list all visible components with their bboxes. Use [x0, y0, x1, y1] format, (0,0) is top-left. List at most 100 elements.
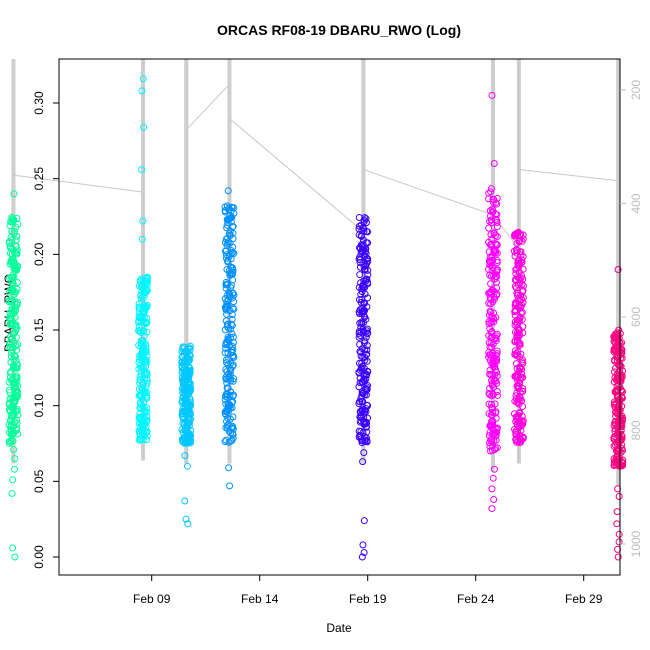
data-point — [12, 342, 20, 350]
data-point — [222, 417, 230, 425]
data-point — [518, 256, 526, 264]
data-point — [141, 279, 149, 287]
data-point — [486, 356, 494, 364]
data-point — [140, 332, 148, 340]
data-point — [140, 346, 148, 354]
data-point — [226, 482, 234, 490]
data-point — [516, 409, 524, 417]
data-point — [186, 380, 194, 388]
data-point — [618, 388, 626, 396]
data-point — [611, 417, 619, 425]
data-point — [179, 397, 187, 405]
data-point — [518, 421, 526, 429]
data-point — [485, 224, 493, 232]
data-point — [229, 362, 237, 370]
data-point — [615, 492, 623, 500]
data-point — [139, 385, 147, 393]
data-point — [364, 402, 372, 410]
data-point — [223, 292, 231, 300]
data-point — [179, 419, 187, 427]
data-point — [356, 379, 364, 387]
data-point — [491, 295, 499, 303]
data-point — [7, 412, 15, 420]
data-point — [511, 347, 519, 355]
data-point — [179, 381, 187, 389]
data-point — [359, 541, 367, 549]
data-point — [136, 400, 144, 408]
data-point — [183, 358, 191, 366]
data-point — [186, 396, 194, 404]
pressure-connector — [229, 117, 364, 233]
data-point — [13, 360, 21, 368]
data-point — [515, 326, 523, 334]
data-point — [492, 249, 500, 257]
data-point — [13, 246, 21, 254]
data-point — [224, 320, 232, 328]
data-point — [143, 319, 151, 327]
data-point — [138, 414, 146, 422]
data-point — [11, 264, 19, 272]
chart-title: ORCAS RF08-19 DBARU_RWO (Log) — [217, 22, 461, 38]
data-point — [357, 221, 365, 229]
data-point — [141, 415, 149, 423]
x-tick-label: Feb 24 — [457, 592, 495, 606]
data-point — [140, 389, 148, 397]
data-point — [618, 417, 626, 425]
data-point — [137, 291, 145, 299]
data-point — [9, 255, 17, 263]
data-point — [135, 365, 143, 373]
data-point — [611, 388, 619, 396]
data-point — [187, 431, 195, 439]
data-point — [228, 342, 236, 350]
data-point — [485, 389, 493, 397]
data-point — [517, 436, 525, 444]
data-point — [489, 363, 497, 371]
data-point — [363, 341, 371, 349]
data-point — [488, 505, 496, 513]
data-point — [515, 317, 523, 325]
data-point — [516, 276, 524, 284]
data-point — [11, 465, 19, 473]
data-point — [139, 75, 147, 83]
data-point — [359, 378, 367, 386]
data-point — [491, 358, 499, 366]
data-point — [360, 548, 368, 556]
data-point — [613, 520, 621, 528]
data-point — [614, 404, 622, 412]
data-point — [493, 268, 501, 276]
data-point — [224, 219, 232, 227]
data-point — [614, 447, 622, 455]
data-point — [493, 444, 501, 452]
data-point — [358, 242, 366, 250]
data-point — [13, 424, 21, 432]
data-point — [489, 408, 497, 416]
data-point — [7, 298, 15, 306]
data-point — [491, 275, 499, 283]
data-point — [515, 367, 523, 375]
data-point — [12, 393, 20, 401]
data-point — [487, 436, 495, 444]
data-point — [225, 337, 233, 345]
data-point — [13, 364, 21, 372]
data-point — [228, 213, 236, 221]
data-point — [184, 520, 192, 528]
data-point — [139, 405, 147, 413]
data-point — [358, 318, 366, 326]
data-point — [180, 410, 188, 418]
data-point — [489, 474, 497, 482]
data-point — [7, 353, 15, 361]
data-point — [226, 371, 234, 379]
data-point — [512, 431, 520, 439]
data-point — [513, 376, 521, 384]
data-point — [221, 396, 229, 404]
data-point — [485, 353, 493, 361]
data-point — [358, 345, 366, 353]
data-point — [512, 270, 520, 278]
data-point — [491, 288, 499, 296]
data-point — [488, 377, 496, 385]
data-point — [515, 268, 523, 276]
data-point — [485, 410, 493, 418]
data-point — [227, 281, 235, 289]
data-point — [12, 363, 20, 371]
data-point — [358, 553, 366, 561]
